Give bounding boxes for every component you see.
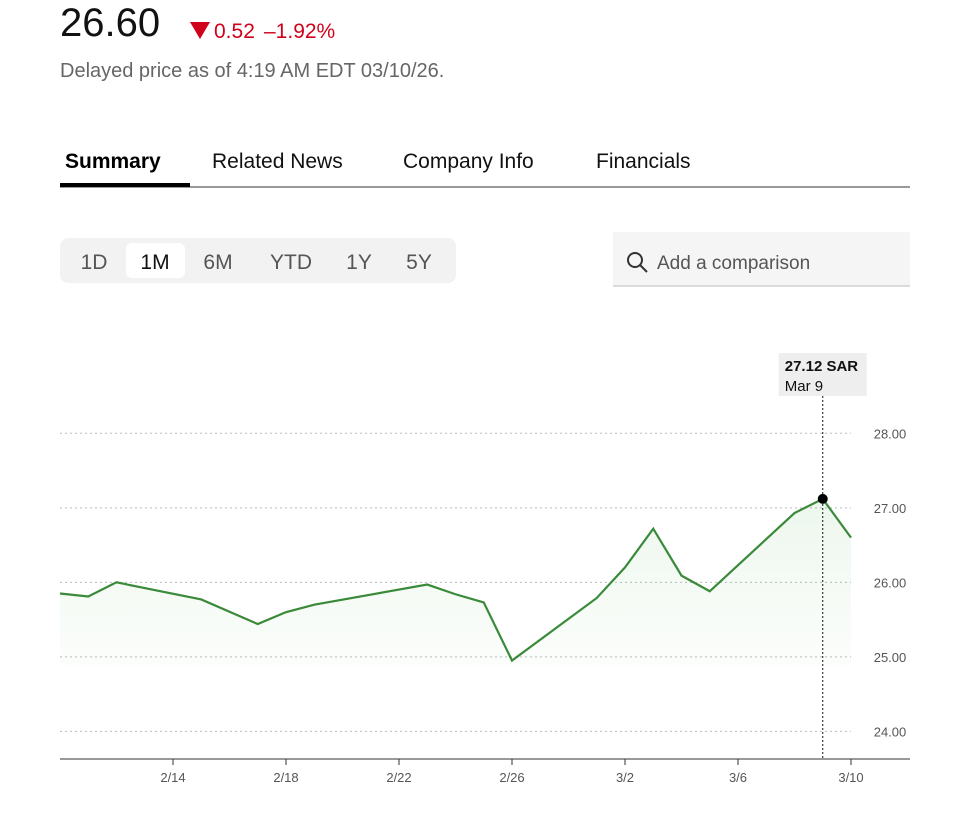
x-tick-label: 2/14 bbox=[160, 770, 185, 785]
tooltip-date: Mar 9 bbox=[785, 378, 823, 395]
area bbox=[60, 498, 851, 665]
search-icon bbox=[639, 264, 648, 273]
delayed-note: Delayed price as of 4:19 AM EDT 03/10/26… bbox=[60, 60, 444, 82]
x-tick-label: 3/6 bbox=[729, 770, 747, 785]
x-tick-label: 2/26 bbox=[499, 770, 524, 785]
range-button[interactable]: 1M bbox=[140, 251, 169, 274]
range-button[interactable]: 1D bbox=[81, 251, 108, 274]
range-button[interactable]: 5Y bbox=[406, 251, 432, 274]
range-bar bbox=[60, 238, 456, 283]
tooltip-value: 27.12 SAR bbox=[785, 358, 859, 375]
y-tick-label: 27.00 bbox=[874, 501, 907, 516]
x-tick-label: 2/18 bbox=[273, 770, 298, 785]
tab[interactable]: Summary bbox=[65, 150, 161, 173]
x-tick-label: 3/10 bbox=[838, 770, 863, 785]
hover-point bbox=[817, 493, 828, 504]
y-tick-label: 25.00 bbox=[874, 650, 907, 665]
search-icon bbox=[627, 252, 643, 268]
search-box[interactable] bbox=[613, 232, 910, 286]
line bbox=[59, 497, 852, 663]
x-tick-label: 2/22 bbox=[386, 770, 411, 785]
tooltip bbox=[778, 353, 867, 396]
tab[interactable]: Financials bbox=[596, 150, 691, 173]
y-tick-label: 28.00 bbox=[874, 426, 907, 441]
range-button[interactable]: YTD bbox=[270, 251, 312, 274]
range-active bbox=[126, 243, 185, 278]
down-arrow bbox=[190, 22, 210, 39]
y-tick-label: 26.00 bbox=[874, 575, 907, 590]
y-tick-label: 24.00 bbox=[874, 724, 907, 739]
change: 0.52 bbox=[214, 20, 255, 43]
range-button[interactable]: 6M bbox=[203, 251, 232, 274]
x-tick-label: 3/2 bbox=[616, 770, 634, 785]
change-percent: –1.92% bbox=[264, 20, 335, 43]
chart: 24.00 25.00 26.00 27.00 28.00 2/14 2/18 2/22 2/2… bbox=[59, 353, 910, 785]
tab[interactable]: Company Info bbox=[403, 150, 534, 173]
tab[interactable]: Related News bbox=[212, 150, 343, 173]
search-placeholder: Add a comparison bbox=[657, 253, 810, 274]
price: 26.60 bbox=[60, 1, 160, 45]
active-tab-underline bbox=[60, 183, 190, 187]
range-button[interactable]: 1Y bbox=[346, 251, 372, 274]
